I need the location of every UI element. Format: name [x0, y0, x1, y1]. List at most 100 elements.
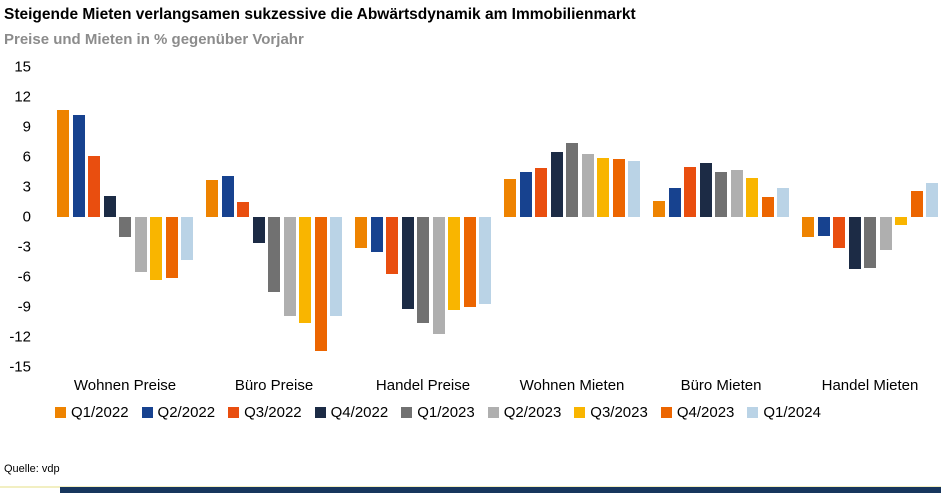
bar [504, 179, 516, 217]
legend-label: Q1/2022 [71, 404, 129, 421]
legend-label: Q1/2024 [763, 404, 821, 421]
bar-group [57, 67, 193, 367]
bar [684, 167, 696, 217]
bar [355, 217, 367, 248]
legend: Q1/2022 Q2/2022 Q3/2022 Q4/2022 Q1/2023 Q2/20… [55, 404, 821, 421]
bar [283, 217, 296, 316]
legend-label: Q2/2022 [157, 404, 216, 421]
y-axis-tick-label: -12 [9, 328, 31, 346]
x-axis-category-labels: Wohnen Preise Büro Preise Handel Preise Woh… [0, 377, 941, 397]
legend-item: Q2/2022 [141, 404, 216, 421]
y-axis-tick-label: 3 [22, 178, 31, 196]
bar [730, 170, 743, 217]
y-axis-tick-label: 0 [22, 208, 31, 226]
bar [479, 217, 491, 304]
bar [330, 217, 342, 316]
legend-label: Q3/2023 [590, 404, 648, 421]
bar [370, 217, 383, 252]
y-axis-tick-label: -6 [17, 268, 31, 286]
legend-label: Q3/2022 [244, 404, 302, 421]
bar-group [802, 67, 938, 367]
bar [746, 178, 758, 217]
bar [550, 152, 563, 217]
bar-group [653, 67, 789, 367]
legend-swatch-icon [747, 407, 759, 418]
category-label: Büro Mieten [680, 377, 762, 394]
bar [237, 202, 249, 217]
bar [206, 180, 218, 217]
bar [88, 156, 100, 217]
y-axis-tick-label: -15 [9, 358, 31, 376]
bar [252, 217, 265, 243]
bar [165, 217, 178, 278]
bar-group [504, 67, 640, 367]
bar [463, 217, 476, 307]
legend-swatch-icon [55, 407, 66, 418]
legend-item: Q3/2023 [574, 404, 648, 421]
legend-swatch-icon [314, 407, 326, 418]
y-axis-tick-label: 9 [22, 118, 31, 136]
bar [417, 217, 429, 323]
category-label: Wohnen Mieten [519, 377, 625, 394]
legend-label: Q4/2023 [676, 404, 735, 421]
legend-swatch-icon [401, 407, 413, 418]
bar [134, 217, 147, 272]
legend-label: Q1/2023 [417, 404, 475, 421]
bar [817, 217, 830, 236]
bar-group [206, 67, 342, 367]
bar [299, 217, 311, 323]
bar [314, 217, 327, 351]
category-label: Handel Preise [375, 377, 471, 394]
y-axis-tick-label: -9 [17, 298, 31, 316]
y-axis: 15 12 9 6 3 0 -3 -6 -9 -12 -15 [0, 59, 33, 376]
bar [715, 172, 727, 217]
bar [668, 188, 681, 217]
bar [926, 183, 938, 217]
y-axis-tick-label: -3 [17, 238, 31, 256]
legend-item: Q1/2023 [401, 404, 475, 421]
category-label: Büro Preise [234, 377, 314, 394]
chart-subtitle: Preise und Mieten in % gegenüber Vorjahr [4, 31, 304, 48]
bottom-accent-bar [60, 487, 941, 493]
bar [386, 217, 398, 274]
bar [72, 115, 85, 217]
legend-swatch-icon [660, 407, 672, 418]
bar-group [355, 67, 491, 367]
legend-label: Q2/2023 [503, 404, 562, 421]
bar [612, 159, 625, 217]
bar [181, 217, 193, 260]
category-label: Handel Mieten [821, 377, 919, 394]
y-axis-tick-label: 12 [14, 88, 31, 106]
legend-item: Q1/2024 [747, 404, 821, 421]
bar [581, 154, 594, 217]
bar [535, 168, 547, 217]
legend-item: Q4/2022 [314, 404, 388, 421]
bar [777, 188, 789, 217]
bar [833, 217, 845, 248]
category-label: Wohnen Preise [73, 377, 177, 394]
legend-item: Q4/2023 [660, 404, 735, 421]
source-note: Quelle: vdp [4, 463, 60, 475]
page-title: Steigende Mieten verlangsamen sukzessive… [4, 6, 636, 23]
bar [699, 163, 712, 217]
bar [57, 110, 69, 217]
bar [628, 161, 640, 217]
legend-item: Q2/2023 [487, 404, 562, 421]
bar [802, 217, 814, 237]
bar [910, 191, 923, 217]
bar-chart-plot-area [0, 67, 941, 367]
y-axis-tick-label: 6 [22, 148, 31, 166]
bar [401, 217, 414, 309]
legend-swatch-icon [487, 407, 499, 418]
y-axis-tick-label: 15 [14, 58, 31, 76]
bar [519, 172, 532, 217]
bar [597, 158, 609, 217]
bar [895, 217, 907, 225]
legend-swatch-icon [574, 407, 586, 418]
legend-swatch-icon [141, 407, 153, 418]
bar [566, 143, 578, 217]
legend-item: Q1/2022 [55, 404, 129, 421]
bar [221, 176, 234, 217]
legend-item: Q3/2022 [228, 404, 302, 421]
bar [150, 217, 162, 280]
